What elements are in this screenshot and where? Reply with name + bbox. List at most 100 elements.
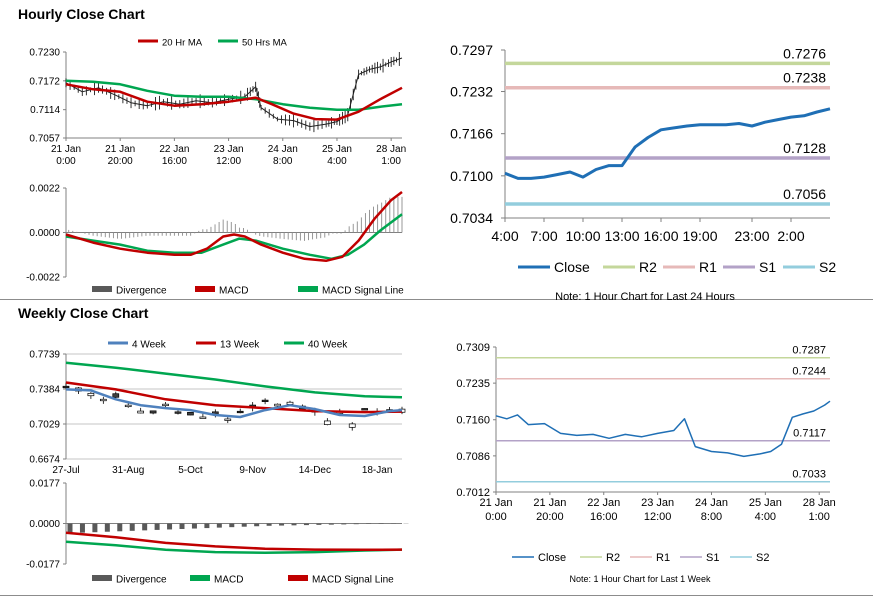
divergence-bar	[117, 523, 123, 532]
y-tick-label: -0.0022	[26, 273, 60, 284]
section-divider	[0, 299, 873, 300]
divergence-bar	[279, 523, 285, 526]
x-tick-label: 16:00	[590, 511, 618, 523]
ma50-line	[65, 79, 403, 111]
legend-label: 20 Hr MA	[162, 37, 203, 48]
candle-body	[199, 416, 207, 419]
x-tick-label: 18-Jan	[362, 465, 393, 476]
legend-label: Divergence	[116, 575, 167, 586]
ma13-line	[65, 381, 403, 414]
weekly-levels-chart: 0.7309 0.7235 0.7160 0.7086 0.7012 0.7287 0.72…	[456, 342, 836, 584]
legend-swatch	[92, 575, 112, 581]
divergence-bar	[216, 523, 222, 528]
legend-label: S2	[819, 259, 836, 275]
x-tick-label: 0:00	[485, 511, 506, 523]
x-tick-label: 24 Jan	[695, 497, 728, 509]
level-label-r2: 0.7287	[792, 345, 826, 357]
ma4-line	[65, 388, 403, 419]
level-label-s1: 0.7117	[793, 428, 826, 440]
weekly-section-title: Weekly Close Chart	[18, 305, 149, 321]
hourly-section-title: Hourly Close Chart	[18, 6, 145, 22]
level-label-r2: 0.7276	[783, 45, 826, 61]
legend-label: 4 Week	[132, 340, 167, 351]
x-tick-label: 27-Jul	[52, 465, 79, 476]
candle-body	[124, 404, 132, 408]
legend-label: S1	[706, 552, 719, 564]
level-label-r1: 0.7238	[783, 70, 826, 86]
divergence-bar	[328, 523, 334, 525]
divergence-bar	[179, 523, 185, 529]
legend-swatch	[298, 286, 318, 292]
candle-body	[361, 408, 369, 411]
divergence-bar	[241, 523, 247, 527]
candle-body	[348, 423, 356, 428]
x-tick-label: 12:00	[644, 511, 672, 523]
signal-line	[65, 531, 403, 552]
chart-note: Note: 1 Hour Chart for Last 24 Hours	[555, 291, 735, 303]
x-tick-label: 4:00	[491, 228, 518, 244]
candle-body	[323, 420, 331, 425]
divergence-bar	[341, 523, 347, 525]
candle-body	[236, 410, 244, 414]
x-tick-label: 28 Jan	[803, 497, 836, 509]
candle-body	[62, 385, 70, 389]
y-tick-label: 0.7166	[450, 126, 493, 142]
legend-label: R2	[639, 259, 657, 275]
legend-swatch	[190, 575, 210, 581]
level-label-r1: 0.7244	[792, 366, 826, 378]
legend-label: MACD	[219, 286, 248, 297]
y-tick-label: 0.7309	[456, 342, 490, 354]
y-tick-label: 0.7160	[456, 415, 490, 427]
y-tick-label: -0.0177	[26, 560, 60, 571]
legend-label: Close	[538, 552, 566, 564]
x-tick-label: 31-Aug	[112, 465, 144, 476]
candle-body	[87, 392, 95, 397]
x-tick-label: 13:00	[604, 228, 639, 244]
candle-body	[99, 398, 107, 402]
x-tick-label: 22 Jan	[159, 144, 189, 155]
divergence-bar	[142, 523, 148, 531]
x-tick-label: 4:00	[755, 511, 776, 523]
candle-body	[174, 411, 182, 414]
weekly-price-chart: 4 Week 13 Week 40 Week 0.7739 0.7384 0.7029 0.…	[29, 340, 406, 476]
price-line	[65, 57, 403, 128]
candle-body	[274, 403, 281, 407]
ma20-line	[65, 83, 403, 121]
y-tick-label: 0.7057	[29, 134, 60, 145]
divergence-bar	[129, 523, 135, 531]
bottom-divider	[0, 595, 873, 596]
x-tick-label: 21 Jan	[533, 497, 566, 509]
x-tick-label: 14-Dec	[299, 465, 331, 476]
candle-body	[137, 410, 145, 414]
y-tick-label: 0.7232	[450, 84, 493, 100]
legend-swatch	[288, 575, 308, 581]
legend-label: MACD	[214, 575, 243, 586]
candle-body	[261, 399, 269, 402]
x-tick-label: 21 Jan	[105, 144, 135, 155]
legend-swatch	[195, 286, 215, 292]
x-tick-label: 1:00	[381, 156, 401, 167]
divergence-bar	[204, 523, 210, 529]
x-tick-label: 16:00	[162, 156, 187, 167]
x-tick-label: 16:00	[643, 228, 678, 244]
x-tick-label: 8:00	[273, 156, 293, 167]
close-line	[495, 400, 831, 458]
divergence-bar	[303, 523, 309, 526]
x-tick-label: 2:00	[777, 228, 804, 244]
signal-line	[65, 213, 403, 261]
y-tick-label: 0.0000	[29, 228, 60, 239]
y-tick-label: 0.7235	[456, 378, 490, 390]
x-tick-label: 28 Jan	[376, 144, 406, 155]
x-tick-label: 5-Oct	[178, 465, 203, 476]
divergence-bar	[254, 523, 260, 527]
x-tick-label: 7:00	[530, 228, 557, 244]
y-tick-label: 0.0177	[29, 479, 60, 490]
legend-label: 40 Week	[308, 340, 348, 351]
y-tick-label: 0.7172	[29, 76, 60, 87]
macd-line	[65, 191, 403, 263]
x-tick-label: 12:00	[216, 156, 241, 167]
x-tick-label: 8:00	[701, 511, 722, 523]
legend-label: S1	[759, 259, 776, 275]
divergence-bar	[316, 523, 322, 525]
chart-note: Note: 1 Hour Chart for Last 1 Week	[570, 574, 711, 584]
